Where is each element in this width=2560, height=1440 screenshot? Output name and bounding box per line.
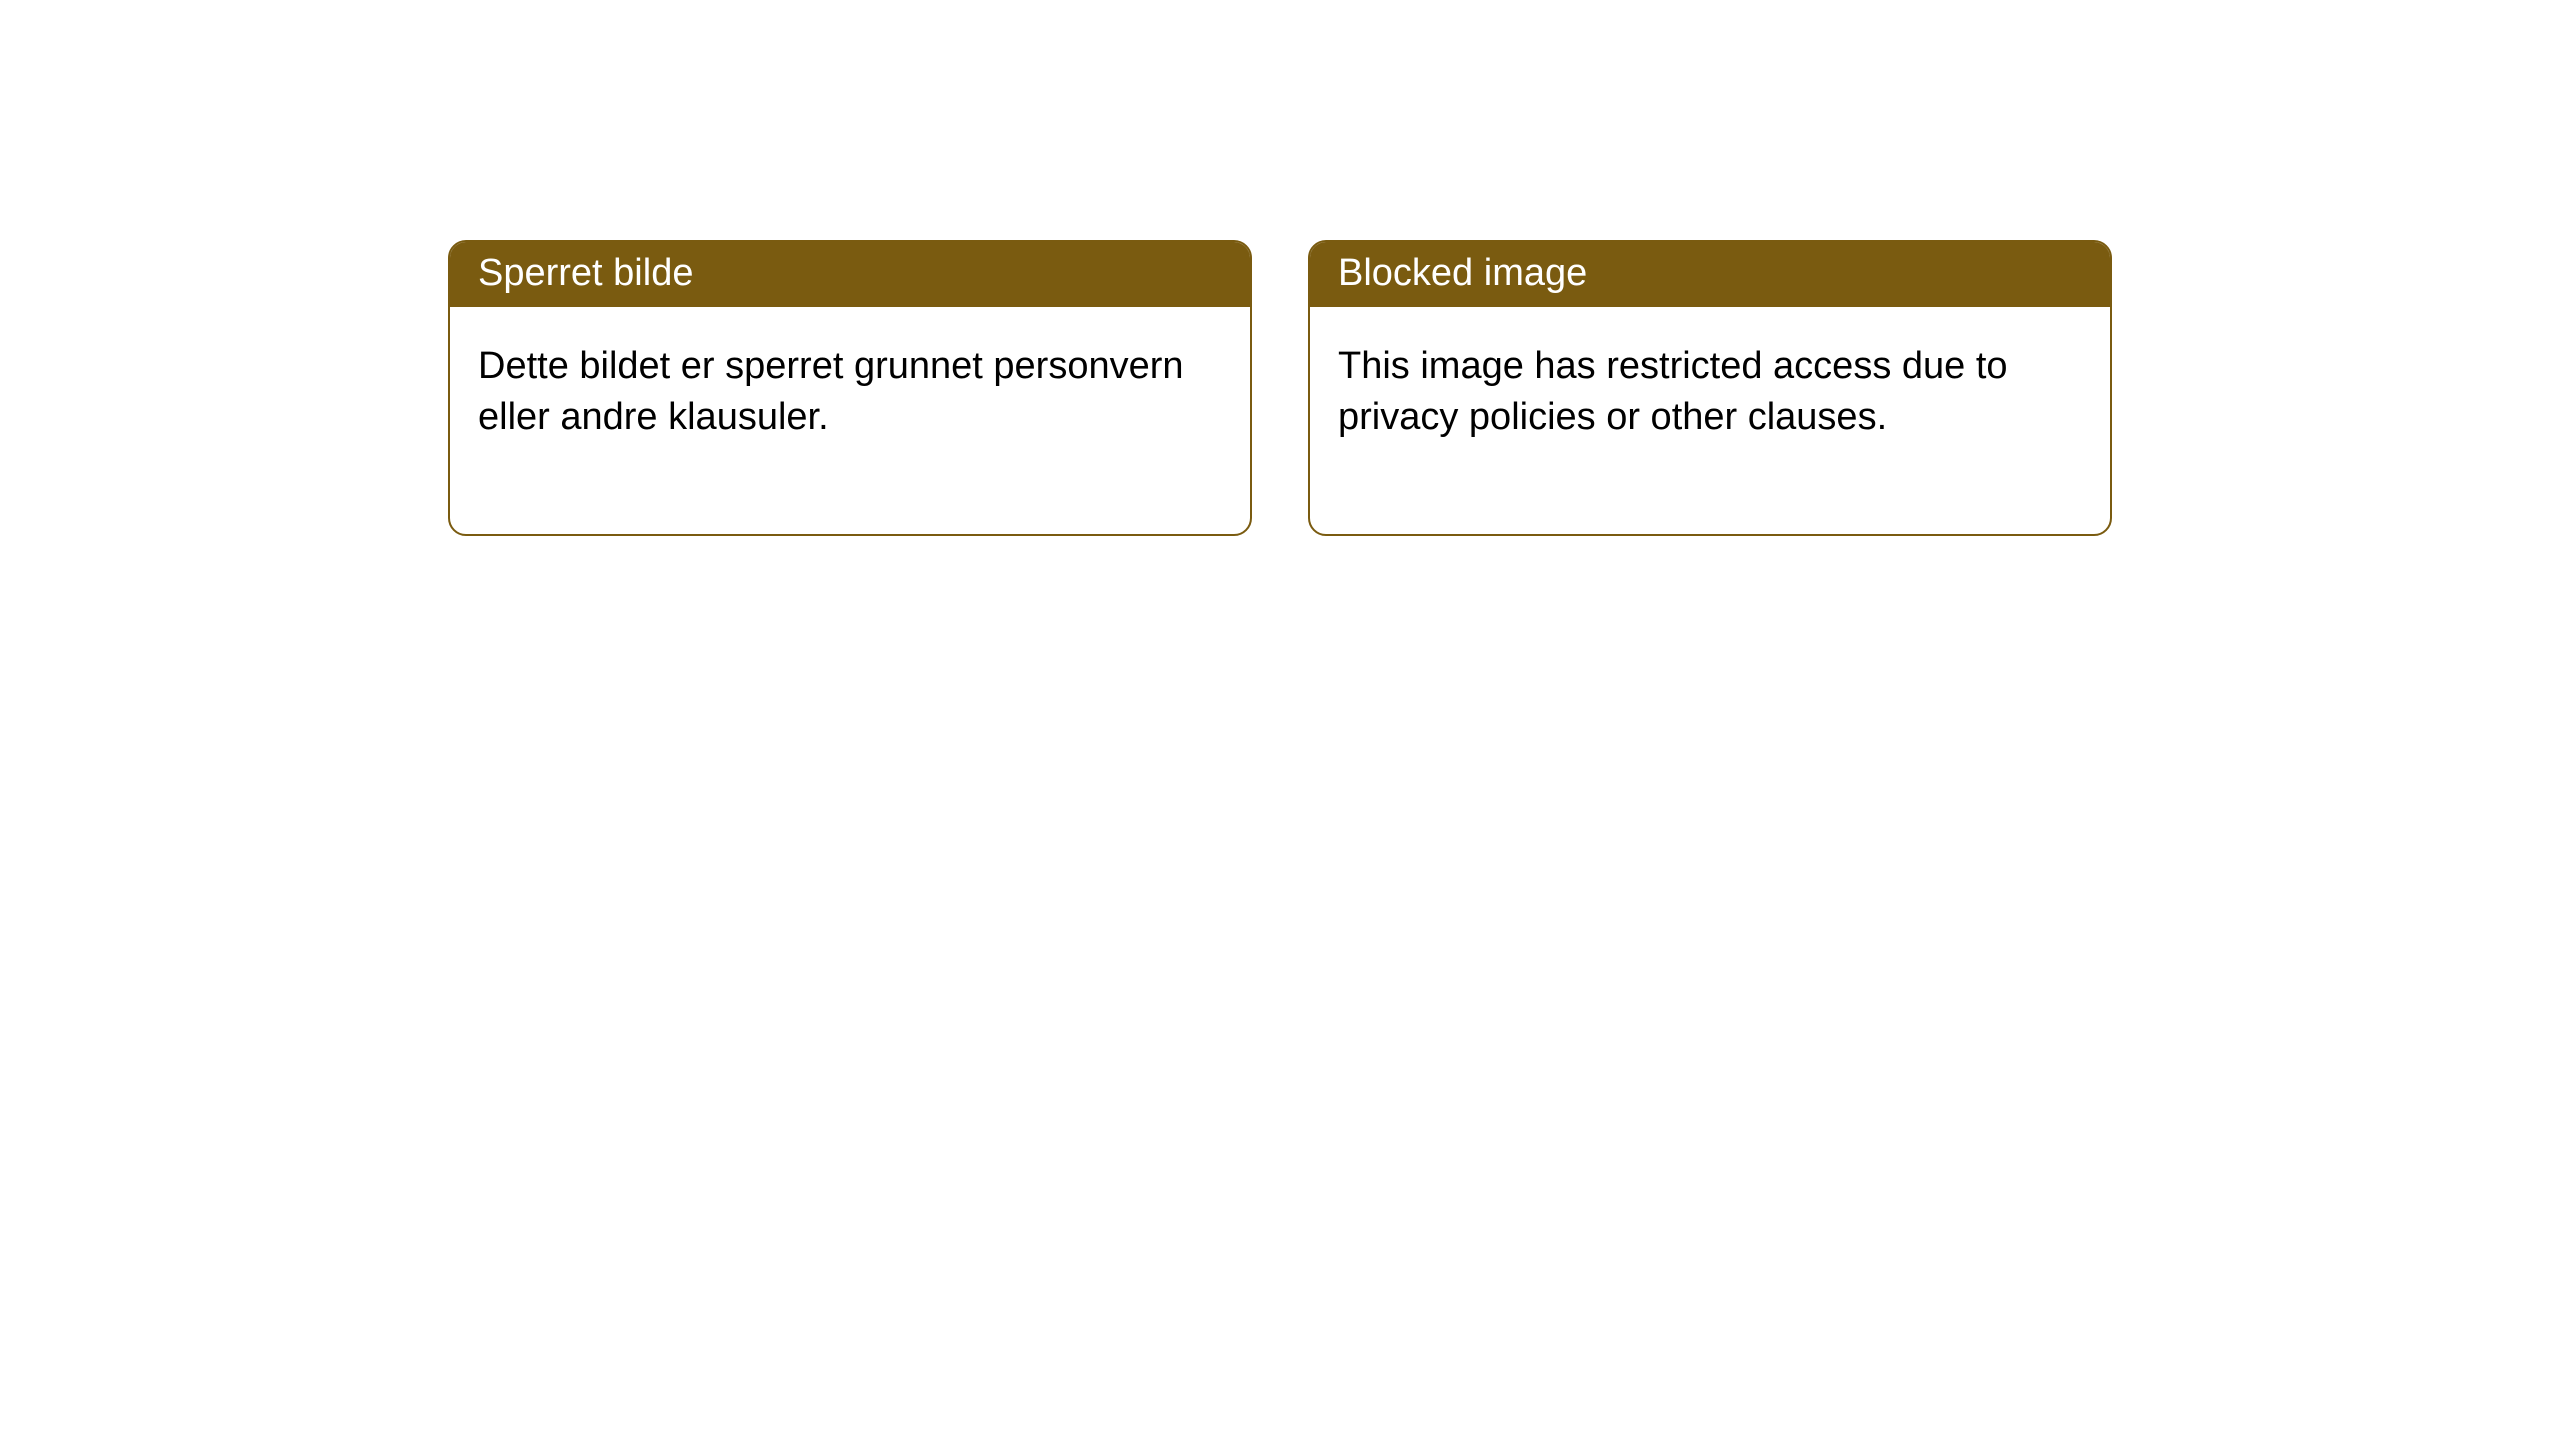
notice-body-en: This image has restricted access due to … bbox=[1310, 307, 2110, 534]
notice-card-en: Blocked image This image has restricted … bbox=[1308, 240, 2112, 536]
notice-card-no: Sperret bilde Dette bildet er sperret gr… bbox=[448, 240, 1252, 536]
notice-container: Sperret bilde Dette bildet er sperret gr… bbox=[0, 0, 2560, 536]
notice-header-en: Blocked image bbox=[1310, 242, 2110, 307]
notice-header-no: Sperret bilde bbox=[450, 242, 1250, 307]
notice-body-no: Dette bildet er sperret grunnet personve… bbox=[450, 307, 1250, 534]
